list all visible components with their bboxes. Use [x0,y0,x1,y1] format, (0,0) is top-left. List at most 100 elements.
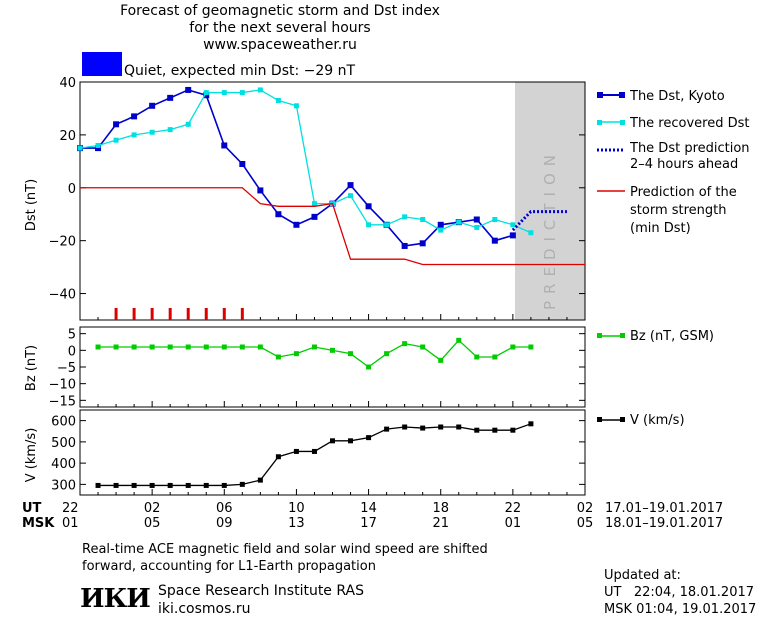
dst-y-axis: −40 −20 0 20 40 [49,76,585,303]
y-tick-label: −20 [49,235,76,250]
legend-storm-label2: storm strength [630,203,727,218]
data-point [420,217,426,223]
ut-range-label: 17.01–19.01.2017 [605,501,723,516]
data-point [365,203,372,210]
legend-dst-prediction-label2: 2–4 hours ahead [630,157,738,172]
data-point [420,425,426,431]
legend-storm-label3: (min Dst) [630,221,691,236]
data-point [330,438,335,444]
v-panel: 300 400 500 600 V (km/s) [24,409,586,496]
msk-tick-label: 17 [360,516,377,531]
site-url[interactable]: www.spaceweather.ru [203,37,357,53]
data-point [95,344,101,350]
data-point [456,219,462,225]
updated-ut: UT 22:04, 18.01.2017 [604,585,755,600]
institute-name: Space Research Institute RAS [158,583,364,599]
data-point [275,211,282,218]
data-point [257,477,263,483]
institute-site[interactable]: iki.cosmos.ru [158,601,251,617]
chart-title-line2: for the next several hours [189,20,371,36]
data-point [131,482,137,488]
y-tick-label: 400 [51,457,76,472]
series-line-0-1 [79,89,532,234]
msk-tick-label: 21 [432,516,449,531]
ut-tick-label: 06 [216,501,233,516]
legend-v: V (km/s) [597,413,685,428]
data-point [401,242,408,249]
data-point [257,87,263,93]
chart-title-line1: Forecast of geomagnetic storm and Dst in… [120,3,440,19]
data-point [167,127,173,133]
y-tick-label: −40 [49,288,76,303]
ut-tick-labels: 22 02 06 10 14 18 22 02 [62,501,593,516]
data-point [293,221,300,228]
data-point [438,357,444,363]
data-point [149,129,155,135]
v-y-axis: 300 400 500 600 [51,415,585,493]
data-point [510,222,516,228]
updated-label: Updated at: [604,568,681,583]
data-point [509,232,516,239]
msk-tick-label: 05 [144,516,161,531]
legend-dst-kyoto: The Dst, Kyoto [597,89,725,104]
data-point [185,482,191,488]
data-point [149,102,156,109]
bz-y-axis: 50 −5 −10−15 [49,328,585,409]
v-x-ticks [79,489,586,495]
msk-tick-label: 13 [288,516,305,531]
data-point [528,344,534,350]
legend-bz: Bz (nT, GSM) [597,329,714,344]
dst-series-group [77,86,585,320]
data-point [348,438,354,444]
data-point [221,142,228,149]
v-ylabel: V (km/s) [24,428,39,483]
data-point [95,142,101,148]
data-point [293,103,299,109]
data-point [113,137,119,143]
data-point [492,354,498,360]
msk-label: MSK [22,516,55,531]
data-point [384,351,390,357]
legend: The Dst, Kyoto The recovered Dst The Dst… [597,89,750,428]
bz-panel: 50 −5 −10−15 Bz (nT) [24,326,586,409]
iki-logo: ИКИ [80,584,151,614]
y-tick-label: 300 [51,478,76,493]
series-line-0-2 [511,210,567,232]
legend-v-label: V (km/s) [630,413,685,428]
data-point [528,421,534,427]
data-point [95,145,102,152]
data-point [311,344,317,350]
footer-note-line2: forward, accounting for L1-Earth propaga… [82,559,376,574]
data-point [113,121,120,128]
data-point [437,221,444,228]
data-point [113,344,119,350]
data-point [456,337,462,343]
data-point [384,222,390,228]
msk-tick-label: 05 [577,516,594,531]
footer-note-line1: Real-time ACE magnetic field and solar w… [82,542,488,557]
data-point [167,344,173,350]
legend-dst-prediction-label1: The Dst prediction [629,141,750,156]
y-tick-label: −5 [57,361,76,376]
data-point [167,94,174,101]
data-point [203,92,210,99]
data-point [366,222,372,228]
y-tick-label: −15 [49,394,76,409]
y-tick-label: 0 [68,182,76,197]
series-line-1-0 [98,339,531,368]
data-point [348,351,354,357]
data-point [77,145,83,151]
data-point [491,237,498,244]
v-frame [79,409,586,496]
time-axis: UT MSK 22 02 06 10 14 18 22 02 01 05 09 13 17 21 01 05… [22,501,723,531]
ut-label: UT [22,501,42,516]
prediction-label: PREDICTION [541,148,559,310]
msk-tick-label: 01 [505,516,522,531]
data-point [420,344,426,350]
data-point [113,482,119,488]
bz-ylabel: Bz (nT) [24,345,39,391]
data-point [311,448,317,454]
dst-panel: PREDICTION −40 −20 0 20 40 Dst (nT) [24,76,586,321]
data-point [402,214,408,220]
